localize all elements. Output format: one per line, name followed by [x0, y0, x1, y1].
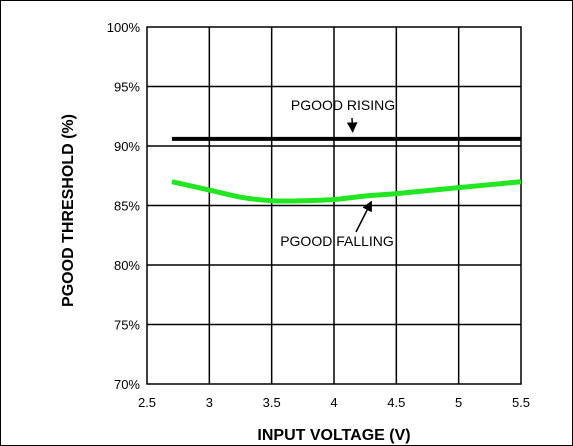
- series-line-pgood-falling: [171, 179, 522, 204]
- x-tick-label: 2.5: [138, 395, 156, 410]
- y-tick-label: 70%: [114, 377, 140, 392]
- y-tick-label: 95%: [114, 80, 140, 95]
- plot-frame: [146, 26, 522, 385]
- annotation-arrow: [346, 117, 358, 133]
- annotation-label: PGOOD FALLING: [280, 233, 394, 249]
- annotation-arrow: [355, 200, 373, 233]
- x-tick-labels: 2.5 3 3.5 4 4.5 5 5.5: [138, 395, 530, 410]
- x-tick-label: 4: [330, 395, 337, 410]
- y-tick-label: 75%: [114, 318, 140, 333]
- x-tick-label: 3.5: [263, 395, 281, 410]
- x-tick-label: 5.5: [512, 395, 530, 410]
- x-tick-label: 3: [206, 395, 213, 410]
- y-tick-labels: 70% 75% 80% 85% 90% 95% 100%: [107, 20, 141, 392]
- annotation-layer: PGOOD RISING PGOOD FALLING: [280, 97, 395, 249]
- x-axis-title: INPUT VOLTAGE (V): [257, 427, 410, 444]
- y-tick-label: 80%: [114, 258, 140, 273]
- grid-layer: [147, 27, 521, 384]
- x-tick-label: 4.5: [387, 395, 405, 410]
- y-tick-label: 85%: [114, 199, 140, 214]
- y-tick-label: 100%: [107, 20, 141, 35]
- series-layer: [171, 136, 522, 204]
- annotation-label: PGOOD RISING: [291, 97, 395, 113]
- x-tick-label: 5: [455, 395, 462, 410]
- y-tick-label: 90%: [114, 139, 140, 154]
- y-axis-title: PGOOD THRESHOLD (%): [60, 114, 77, 307]
